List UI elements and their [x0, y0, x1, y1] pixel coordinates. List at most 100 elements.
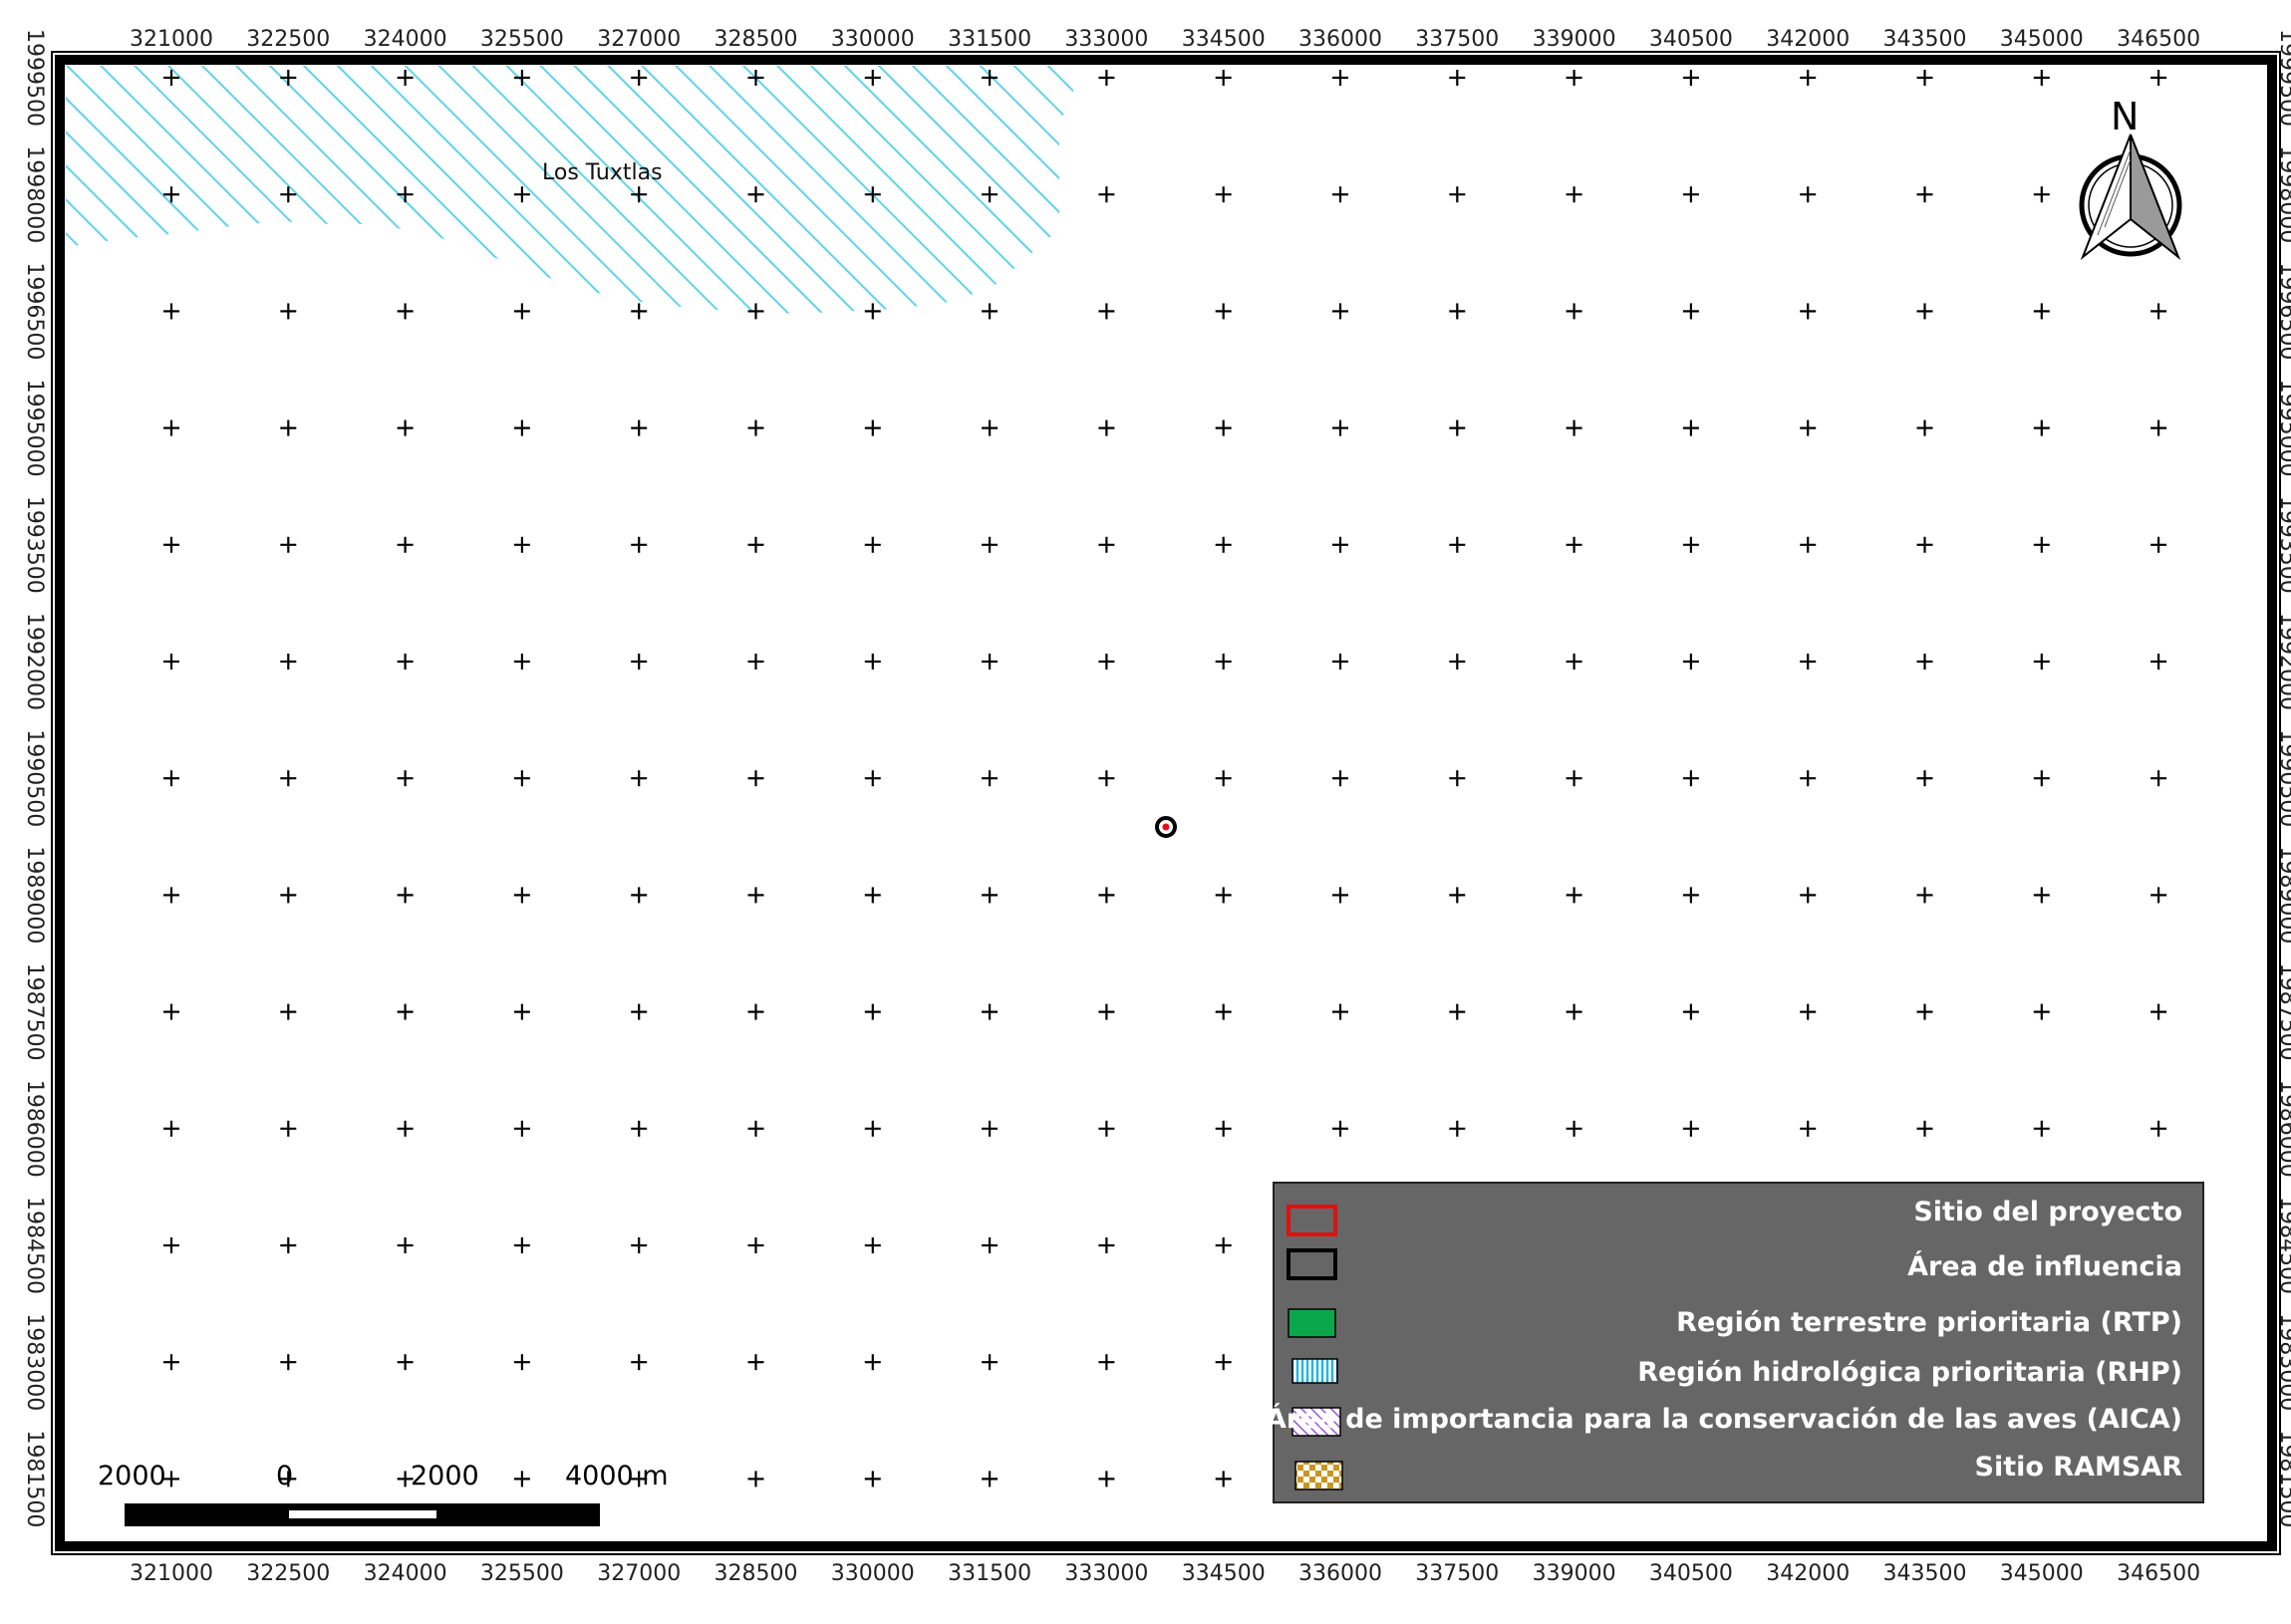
graticule-cross [163, 654, 179, 670]
graticule-cross [1566, 654, 1582, 670]
graticule-cross [513, 654, 530, 670]
map-frame-inner [55, 55, 2277, 1551]
x-tick-label-bottom: 337500 [1415, 1561, 1499, 1586]
graticule-cross [2150, 303, 2167, 320]
graticule-cross [513, 1471, 530, 1488]
graticule-cross [2150, 654, 2167, 670]
x-tick-label-bottom: 327000 [597, 1561, 681, 1586]
graticule-cross [982, 70, 999, 86]
y-tick-label-right: 1992000 [2275, 613, 2291, 710]
graticule-cross [397, 1120, 414, 1137]
graticule-cross [1215, 186, 1232, 203]
graticule-cross [513, 887, 530, 904]
graticule-cross [1215, 303, 1232, 320]
graticule-cross [1682, 654, 1699, 670]
x-tick-label-top: 346500 [2117, 27, 2200, 52]
graticule-cross [2033, 1120, 2050, 1137]
x-tick-label-top: 333000 [1064, 27, 1148, 52]
graticule-cross [1332, 70, 1348, 86]
graticule-cross [1098, 1471, 1115, 1488]
graticule-cross [1800, 419, 1817, 436]
legend-swatch-influence-area [1287, 1248, 1337, 1280]
x-tick-label-top: 324000 [364, 27, 447, 52]
graticule-cross [397, 70, 414, 86]
scale-label-2000-left: 2000 [98, 1461, 166, 1491]
graticule-cross [1332, 419, 1348, 436]
x-tick-label-bottom: 340500 [1649, 1561, 1733, 1586]
graticule-cross [747, 303, 764, 320]
graticule-cross [1098, 654, 1115, 670]
graticule-cross [280, 654, 297, 670]
x-tick-label-bottom: 330000 [831, 1561, 915, 1586]
scale-label-0: 0 [276, 1461, 293, 1491]
graticule-cross [1098, 303, 1115, 320]
y-tick-label-right: 1993500 [2275, 496, 2291, 594]
graticule-cross [1215, 419, 1232, 436]
graticule-cross [1332, 1120, 1348, 1137]
graticule-cross [1215, 1471, 1232, 1488]
graticule-cross [864, 654, 881, 670]
graticule-cross [163, 770, 179, 787]
graticule-cross [631, 770, 648, 787]
graticule-cross [397, 1237, 414, 1253]
y-tick-label-right: 1990500 [2275, 729, 2291, 827]
graticule-cross [1215, 70, 1232, 86]
graticule-cross [2150, 770, 2167, 787]
graticule-cross [631, 1354, 648, 1371]
graticule-cross [1566, 770, 1582, 787]
graticule-cross [280, 1237, 297, 1253]
graticule-cross [1682, 186, 1699, 203]
y-tick-label-left: 1999500 [22, 29, 47, 127]
x-tick-label-bottom: 345000 [2000, 1561, 2084, 1586]
graticule-cross [163, 1354, 179, 1371]
x-tick-label-bottom: 346500 [2117, 1561, 2200, 1586]
y-tick-label-left: 1992000 [22, 613, 47, 710]
x-tick-label-bottom: 321000 [130, 1561, 213, 1586]
x-tick-label-top: 342000 [1766, 27, 1850, 52]
graticule-cross [1215, 1354, 1232, 1371]
graticule-cross [1215, 887, 1232, 904]
y-tick-label-left: 1990500 [22, 729, 47, 827]
graticule-cross [1916, 303, 1933, 320]
graticule-cross [631, 70, 648, 86]
x-tick-label-bottom: 328500 [715, 1561, 798, 1586]
graticule-cross [163, 1120, 179, 1137]
graticule-cross [163, 1003, 179, 1020]
graticule-cross [1098, 887, 1115, 904]
x-tick-label-top: 327000 [597, 27, 681, 52]
graticule-cross [982, 303, 999, 320]
graticule-cross [1332, 186, 1348, 203]
graticule-cross [747, 536, 764, 553]
y-tick-label-left: 1983000 [22, 1313, 47, 1411]
x-tick-label-bottom: 331500 [948, 1561, 1031, 1586]
graticule-cross [1800, 303, 1817, 320]
graticule-cross [1215, 536, 1232, 553]
graticule-cross [1916, 419, 1933, 436]
graticule-cross [982, 654, 999, 670]
graticule-cross [163, 186, 179, 203]
graticule-cross [864, 1354, 881, 1371]
graticule-cross [1215, 1120, 1232, 1137]
graticule-cross [1332, 770, 1348, 787]
graticule-cross [1682, 536, 1699, 553]
graticule-cross [397, 654, 414, 670]
graticule-cross [1800, 536, 1817, 553]
graticule-cross [2033, 419, 2050, 436]
x-tick-label-bottom: 324000 [364, 1561, 447, 1586]
graticule-cross [2033, 303, 2050, 320]
graticule-cross [1332, 887, 1348, 904]
x-tick-label-top: 322500 [246, 27, 330, 52]
graticule-cross [1800, 70, 1817, 86]
bottom-axis-labels: 321000 322500 324000 325500 327000 328500 3300… [130, 1561, 2200, 1586]
graticule-cross [163, 536, 179, 553]
graticule-cross [397, 1354, 414, 1371]
graticule-cross [280, 419, 297, 436]
graticule-cross [1800, 1003, 1817, 1020]
graticule-cross [2033, 1003, 2050, 1020]
graticule-cross [163, 1471, 179, 1488]
x-tick-label-top: 330000 [831, 27, 915, 52]
graticule-cross [1449, 536, 1466, 553]
top-axis-labels: 321000 322500 324000 325500 327000 328500 3300… [130, 27, 2200, 52]
graticule-cross [397, 770, 414, 787]
graticule-cross [2033, 70, 2050, 86]
